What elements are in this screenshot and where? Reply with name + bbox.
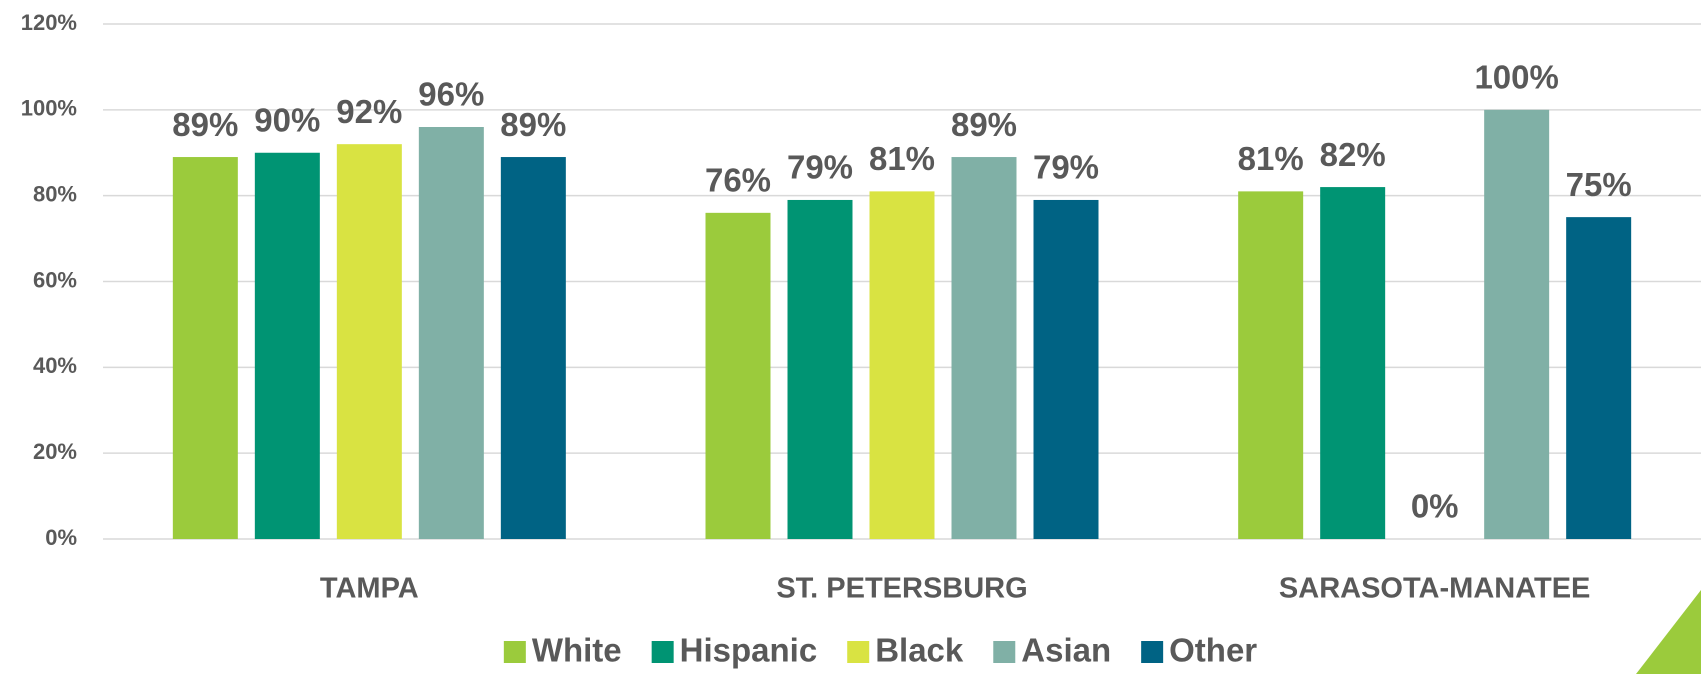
- bar: [1484, 109, 1550, 539]
- corner-decoration: [1636, 590, 1701, 674]
- data-label: 75%: [1566, 166, 1632, 203]
- data-label: 81%: [869, 140, 935, 177]
- data-label: 90%: [254, 101, 320, 138]
- y-tick-label: 100%: [21, 96, 77, 121]
- bar: [500, 157, 566, 539]
- bar: [1033, 199, 1099, 540]
- legend-label: Asian: [1021, 632, 1111, 669]
- bar: [705, 212, 771, 540]
- x-tick-label: TAMPA: [320, 573, 419, 605]
- y-tick-label: 0%: [45, 525, 77, 550]
- y-tick-label: 60%: [33, 267, 77, 292]
- data-label: 81%: [1238, 140, 1304, 177]
- legend-swatch: [651, 641, 674, 663]
- legend-label: White: [532, 632, 622, 669]
- data-label: 76%: [705, 162, 771, 199]
- data-label: 0%: [1411, 488, 1459, 525]
- data-label: 96%: [418, 76, 484, 113]
- bar: [1238, 191, 1304, 539]
- data-label: 82%: [1320, 136, 1386, 173]
- y-tick-label: 120%: [21, 10, 77, 35]
- bar: [172, 157, 238, 539]
- data-label: 92%: [336, 93, 402, 130]
- data-label: 89%: [951, 106, 1017, 143]
- bar: [951, 157, 1017, 539]
- data-label: 100%: [1474, 59, 1558, 96]
- legend-label: Other: [1169, 632, 1257, 669]
- legend-label: Black: [875, 632, 964, 669]
- y-tick-label: 40%: [33, 353, 77, 378]
- bar: [1566, 217, 1632, 539]
- bar: [1320, 187, 1386, 540]
- x-tick-label: ST. PETERSBURG: [776, 573, 1027, 605]
- bar: [418, 127, 484, 539]
- data-label: 79%: [1033, 149, 1099, 186]
- data-label: 79%: [787, 149, 853, 186]
- y-tick-label: 80%: [33, 181, 77, 206]
- legend-swatch: [503, 641, 526, 663]
- legend-swatch: [1141, 641, 1164, 663]
- bar: [336, 144, 402, 539]
- bar: [787, 199, 853, 540]
- bar: [869, 191, 935, 539]
- x-tick-label: SARASOTA-MANATEE: [1279, 573, 1590, 605]
- legend-swatch: [993, 641, 1016, 663]
- data-label: 89%: [172, 106, 238, 143]
- bar: [254, 152, 320, 539]
- data-label: 89%: [500, 106, 566, 143]
- legend-swatch: [847, 641, 870, 663]
- y-tick-label: 20%: [33, 439, 77, 464]
- legend-label: Hispanic: [680, 632, 818, 669]
